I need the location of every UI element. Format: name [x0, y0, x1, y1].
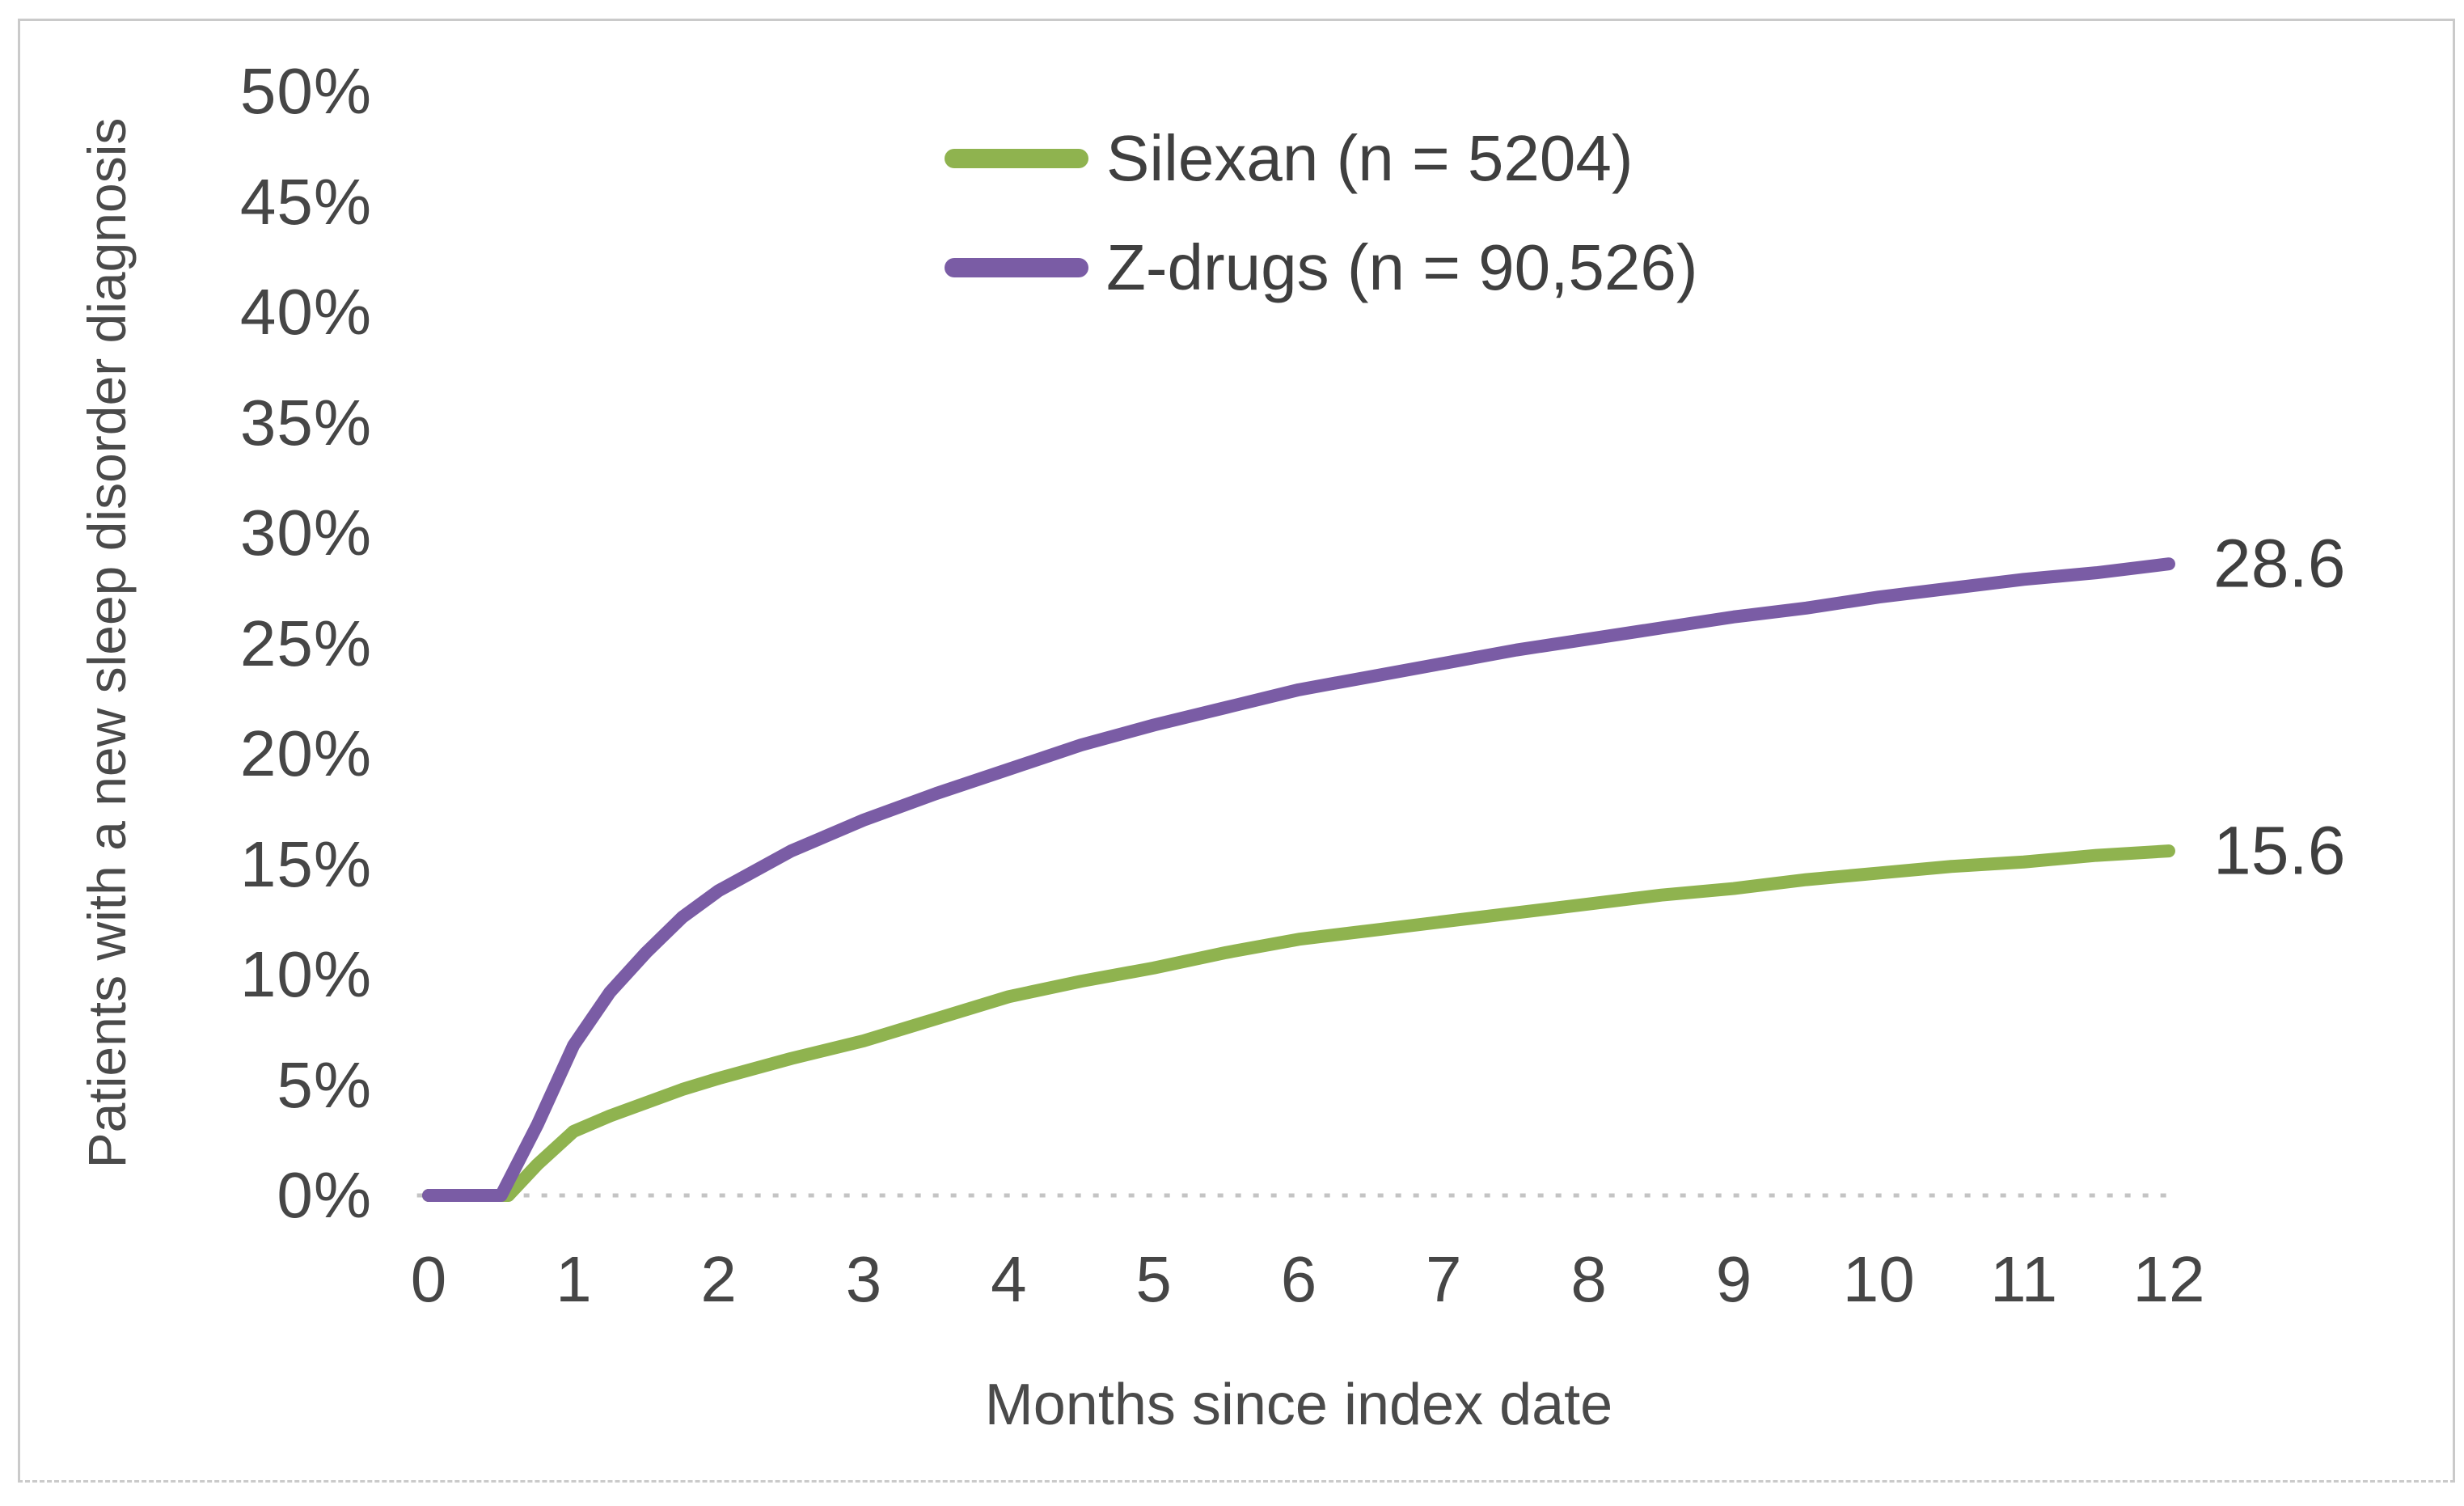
x-axis-title: Months since index date: [984, 1373, 1613, 1437]
x-tick-label: 11: [1990, 1243, 2058, 1315]
x-tick-label: 2: [700, 1243, 737, 1315]
zdrugs-line-swatch: [945, 258, 1088, 277]
x-tick-label: 10: [1842, 1243, 1915, 1315]
x-tick-label: 7: [1426, 1243, 1462, 1315]
x-tick-label: 3: [845, 1243, 882, 1315]
chart-frame: [18, 19, 2455, 1483]
y-tick-label: 10%: [239, 938, 372, 1010]
x-tick-label: 6: [1280, 1243, 1317, 1315]
y-tick-label: 45%: [239, 165, 372, 238]
y-tick-label: 5%: [277, 1048, 372, 1121]
y-tick-label: 50%: [239, 55, 372, 127]
zdrugs-curve: [422, 557, 2175, 1202]
x-tick-label: 12: [2132, 1243, 2205, 1315]
y-axis-title: Patients with a new sleep disorder diagn…: [77, 117, 137, 1169]
x-tick-label: 8: [1570, 1243, 1607, 1315]
x-tick-label: 4: [991, 1243, 1027, 1315]
y-tick-label: 25%: [239, 607, 372, 679]
y-tick-label: 20%: [239, 717, 372, 789]
silexan-curve: [422, 844, 2175, 1202]
zdrugs-end-value-label: 28.6: [2213, 525, 2346, 602]
x-tick-label: 5: [1135, 1243, 1172, 1315]
x-tick-label: 9: [1715, 1243, 1752, 1315]
y-tick-label: 0%: [277, 1159, 372, 1231]
legend-label-zdrugs: Z-drugs (n = 90,526): [1106, 231, 1698, 303]
y-tick-label: 30%: [239, 497, 372, 569]
y-tick-label: 35%: [239, 386, 372, 459]
x-tick-label: 1: [556, 1243, 592, 1315]
legend-item-zdrugs: Z-drugs (n = 90,526): [945, 229, 1697, 307]
silexan-end-value-label: 15.6: [2213, 812, 2346, 889]
x-tick-label: 0: [410, 1243, 447, 1315]
y-tick-label: 15%: [239, 827, 372, 900]
legend-label-silexan: Silexan (n = 5204): [1106, 122, 1634, 194]
silexan-line-swatch: [945, 149, 1088, 168]
y-tick-label: 40%: [239, 276, 372, 348]
legend-item-silexan: Silexan (n = 5204): [945, 120, 1634, 197]
